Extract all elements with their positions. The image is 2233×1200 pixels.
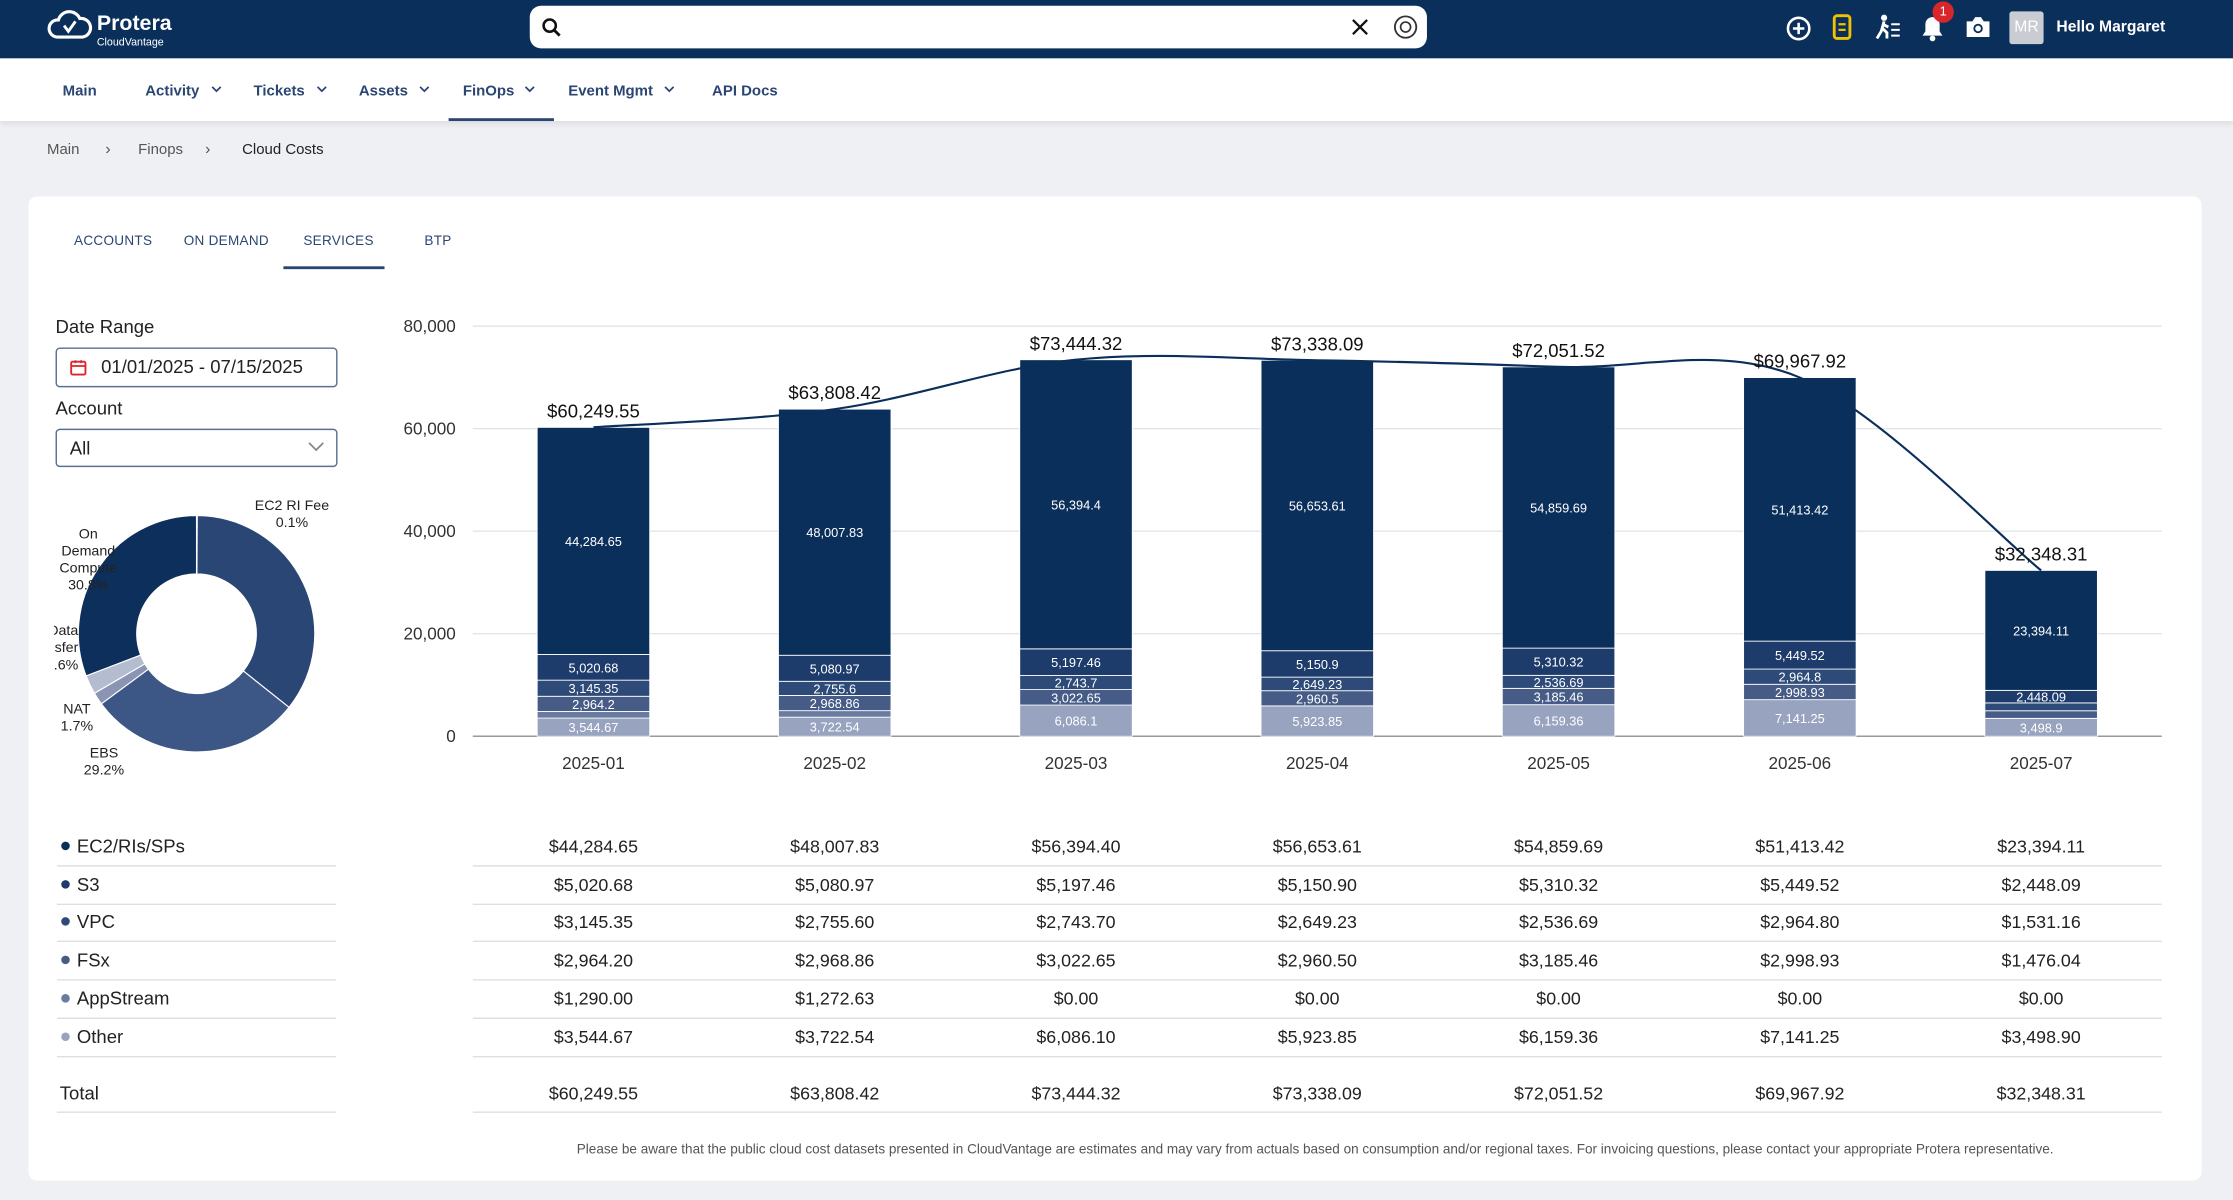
nav-item[interactable]: API Docs <box>712 82 778 100</box>
notification-badge: 1 <box>1932 1 1954 23</box>
donut-value-label: 2.6% <box>46 657 79 673</box>
nav-caret <box>664 86 675 93</box>
nav-caret <box>524 86 535 93</box>
dropdown-icon <box>308 442 324 452</box>
tab-active-underline <box>283 266 385 270</box>
activity-icon[interactable] <box>1874 13 1902 41</box>
greeting: Hello Margaret <box>2056 18 2166 36</box>
account-select[interactable]: All <box>55 428 338 468</box>
tab[interactable]: ON DEMAND <box>183 233 269 250</box>
donut-value-label: 35.6% <box>336 578 356 594</box>
donut-label: S3 <box>336 560 353 576</box>
tab[interactable]: ACCOUNTS <box>74 233 153 250</box>
donut-label: On Demand Compute <box>59 526 117 576</box>
nav-item[interactable]: Event Mgmt <box>568 82 653 100</box>
nav-item[interactable]: Tickets <box>253 82 305 100</box>
donut-slice <box>77 514 198 677</box>
camera-icon[interactable] <box>1964 14 1992 40</box>
donut-value-label: 30.8% <box>68 578 109 594</box>
disclaimer: Please be aware that the public cloud co… <box>576 1142 2054 1158</box>
breadcrumb-separator: › <box>105 140 111 159</box>
account-value: All <box>69 437 91 459</box>
logo-subtext: CloudVantage <box>96 35 164 49</box>
nav-active-underline <box>448 118 554 122</box>
date-range-value: 01/01/2025 - 07/15/2025 <box>101 356 303 378</box>
add-icon[interactable] <box>1784 14 1812 42</box>
calendar-icon <box>70 360 87 376</box>
billing-icon[interactable] <box>1831 13 1854 41</box>
assistant-icon[interactable] <box>1393 14 1419 40</box>
donut-slice <box>100 668 290 753</box>
nav-item[interactable]: Activity <box>145 82 200 100</box>
donut-label: EC2 RI Fee <box>255 498 329 514</box>
donut-slice <box>196 514 316 709</box>
date-range-label: Date Range <box>55 316 155 338</box>
account-label: Account <box>55 397 123 419</box>
nav-caret <box>316 86 327 93</box>
nav-bar <box>0 58 2233 122</box>
avatar[interactable]: MR <box>2009 11 2044 45</box>
clear-icon[interactable] <box>1351 19 1368 36</box>
tab[interactable]: SERVICES <box>303 233 374 250</box>
logo-icon <box>47 10 93 39</box>
top-bar: Protera CloudVantage 1 MR Hello Margaret <box>0 0 2233 59</box>
nav-item[interactable]: FinOps <box>462 82 515 100</box>
nav-caret <box>211 86 222 93</box>
nav-item[interactable]: Assets <box>358 82 408 100</box>
tab[interactable]: BTP <box>424 233 452 250</box>
donut-value-label: 1.7% <box>61 719 94 735</box>
breadcrumb-item: Cloud Costs <box>242 140 324 159</box>
date-range-input[interactable]: 01/01/2025 - 07/15/2025 <box>55 347 338 388</box>
breadcrumb-separator: › <box>205 140 211 159</box>
donut-label: EBS <box>90 746 118 762</box>
donut-label: Data Transfer <box>26 623 79 656</box>
donut-value-label: 29.2% <box>84 763 125 779</box>
donut-value-label: 0.1% <box>276 515 309 531</box>
search-icon <box>542 18 561 37</box>
breadcrumb-item[interactable]: Main <box>46 140 80 159</box>
nav-item[interactable]: Main <box>62 82 97 100</box>
nav-caret <box>419 86 430 93</box>
logo-text: Protera <box>96 11 172 36</box>
donut-label: NAT <box>63 701 91 717</box>
breadcrumb-item[interactable]: Finops <box>138 140 184 159</box>
search-box[interactable] <box>529 5 1427 49</box>
